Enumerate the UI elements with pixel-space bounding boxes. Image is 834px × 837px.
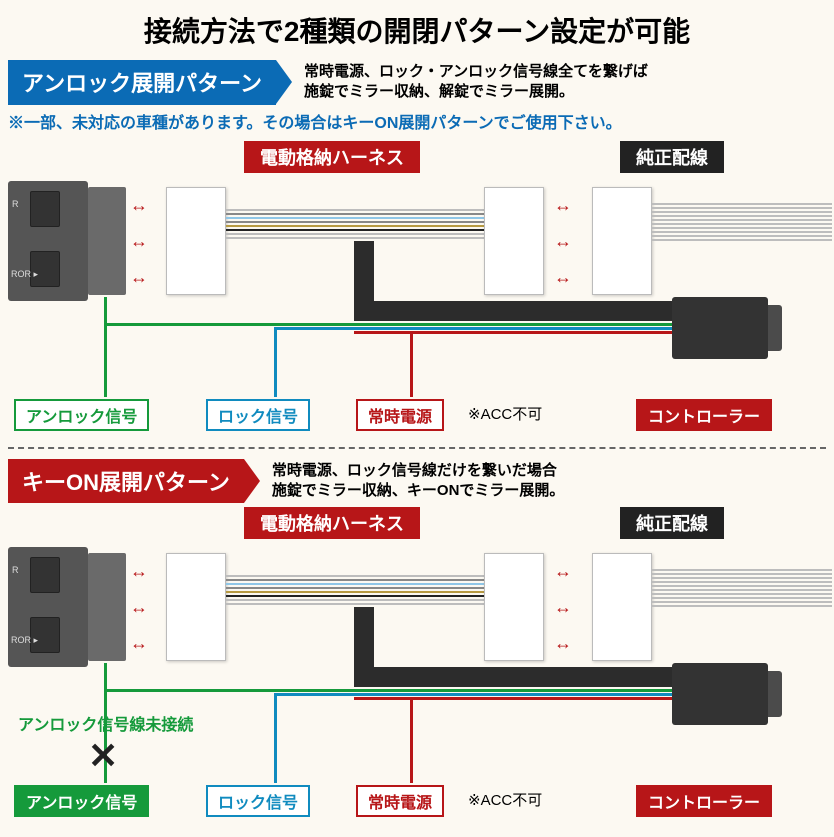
controller-box-1 (672, 297, 768, 359)
wire-green-v1 (104, 297, 107, 397)
tag-controller-1: コントローラー (636, 399, 772, 431)
wire-red-2 (354, 697, 674, 700)
acc-note-1: ※ACC不可 (468, 403, 542, 424)
left-connector-2 (166, 553, 226, 661)
section1-desc: 常時電源、ロック・アンロック信号線全てを繋げば 施錠でミラー収納、解錠でミラー展… (276, 60, 648, 105)
tag-unlock-2: アンロック信号 (14, 785, 149, 817)
black-cable-1b (354, 301, 674, 321)
tag-power-2: 常時電源 (356, 785, 444, 817)
wire-blue-v2 (274, 693, 277, 783)
unconnected-text: アンロック信号線未接続 (18, 711, 193, 735)
tag-lock-1: ロック信号 (206, 399, 310, 431)
arrow-icon: ↔ (554, 267, 572, 288)
diagram-2: 電動格納ハーネス 純正配線 R ROR ▸ ↔ ↔ ↔ ↔ ↔ ↔ (8, 507, 826, 827)
wire-green-1 (354, 323, 674, 326)
black-cable-2 (354, 607, 374, 667)
tag-unlock-1: アンロック信号 (14, 399, 149, 431)
section2-desc-line2: 施錠でミラー収納、キーONでミラー展開。 (272, 482, 565, 499)
wire-blue-h2 (274, 693, 354, 696)
black-cable-1 (354, 241, 374, 301)
arrow-icon: ↔ (554, 633, 572, 654)
arrow-icon: ↔ (130, 561, 148, 582)
stock-label-1: 純正配線 (620, 141, 724, 173)
arrow-icon: ↔ (554, 561, 572, 582)
section2-desc-line1: 常時電源、ロック信号線だけを繋いだ場合 (272, 462, 557, 479)
wire-green-h1 (104, 323, 354, 326)
wire-bundle-2 (226, 575, 486, 605)
section2-desc: 常時電源、ロック信号線だけを繋いだ場合 施錠でミラー収納、キーONでミラー展開。 (244, 459, 565, 504)
harness-label-2: 電動格納ハーネス (244, 507, 420, 539)
wire-blue-v1 (274, 327, 277, 397)
diagram-1: 電動格納ハーネス 純正配線 R ROR ▸ ↔ ↔ ↔ ↔ ↔ ↔ (8, 141, 826, 441)
section1-desc-line1: 常時電源、ロック・アンロック信号線全てを繋げば (304, 63, 648, 80)
mid-connector-2 (484, 553, 544, 661)
harness-label-1: 電動格納ハーネス (244, 141, 420, 173)
right-connector-2 (592, 553, 652, 661)
wire-blue-h1 (274, 327, 354, 330)
controller-box-2 (672, 663, 768, 725)
wire-blue-1 (354, 327, 674, 330)
page-title: 接続方法で2種類の開閉パターン設定が可能 (8, 10, 826, 50)
wire-bundle-out-2 (652, 569, 832, 607)
divider (8, 447, 826, 449)
arrow-icon: ↔ (130, 195, 148, 216)
mid-connector-1 (484, 187, 544, 295)
switch-connector-2 (88, 553, 126, 661)
wire-bundle-out-1 (652, 203, 832, 241)
left-connector-1 (166, 187, 226, 295)
tag-power-1: 常時電源 (356, 399, 444, 431)
wire-blue-2 (354, 693, 674, 696)
arrow-icon: ↔ (130, 267, 148, 288)
arrow-icon: ↔ (130, 597, 148, 618)
mirror-switch-2: R ROR ▸ (8, 547, 88, 667)
acc-note-2: ※ACC不可 (468, 789, 542, 810)
x-mark-icon: ✕ (88, 735, 118, 777)
arrow-icon: ↔ (130, 231, 148, 252)
section1-note: ※一部、未対応の車種があります。その場合はキーON展開パターンでご使用下さい。 (8, 109, 826, 133)
stock-label-2: 純正配線 (620, 507, 724, 539)
tag-lock-2: ロック信号 (206, 785, 310, 817)
tag-controller-2: コントローラー (636, 785, 772, 817)
wire-red-1 (354, 331, 674, 334)
arrow-icon: ↔ (554, 597, 572, 618)
section1-desc-line2: 施錠でミラー収納、解錠でミラー展開。 (304, 83, 574, 100)
wire-green-2 (354, 689, 674, 692)
wire-bundle-1 (226, 209, 486, 239)
arrow-icon: ↔ (554, 231, 572, 252)
right-connector-1 (592, 187, 652, 295)
section2-badge: キーON展開パターン (8, 459, 244, 504)
wire-green-h2 (104, 689, 354, 692)
arrow-icon: ↔ (554, 195, 572, 216)
section2-header: キーON展開パターン 常時電源、ロック信号線だけを繋いだ場合 施錠でミラー収納、… (8, 459, 826, 504)
wire-red-v1 (410, 331, 413, 397)
wire-red-v2 (410, 697, 413, 783)
arrow-icon: ↔ (130, 633, 148, 654)
section1-badge: アンロック展開パターン (8, 60, 276, 105)
mirror-switch-1: R ROR ▸ (8, 181, 88, 301)
black-cable-2b (354, 667, 674, 687)
section1-header: アンロック展開パターン 常時電源、ロック・アンロック信号線全てを繋げば 施錠でミ… (8, 60, 826, 105)
switch-connector-1 (88, 187, 126, 295)
